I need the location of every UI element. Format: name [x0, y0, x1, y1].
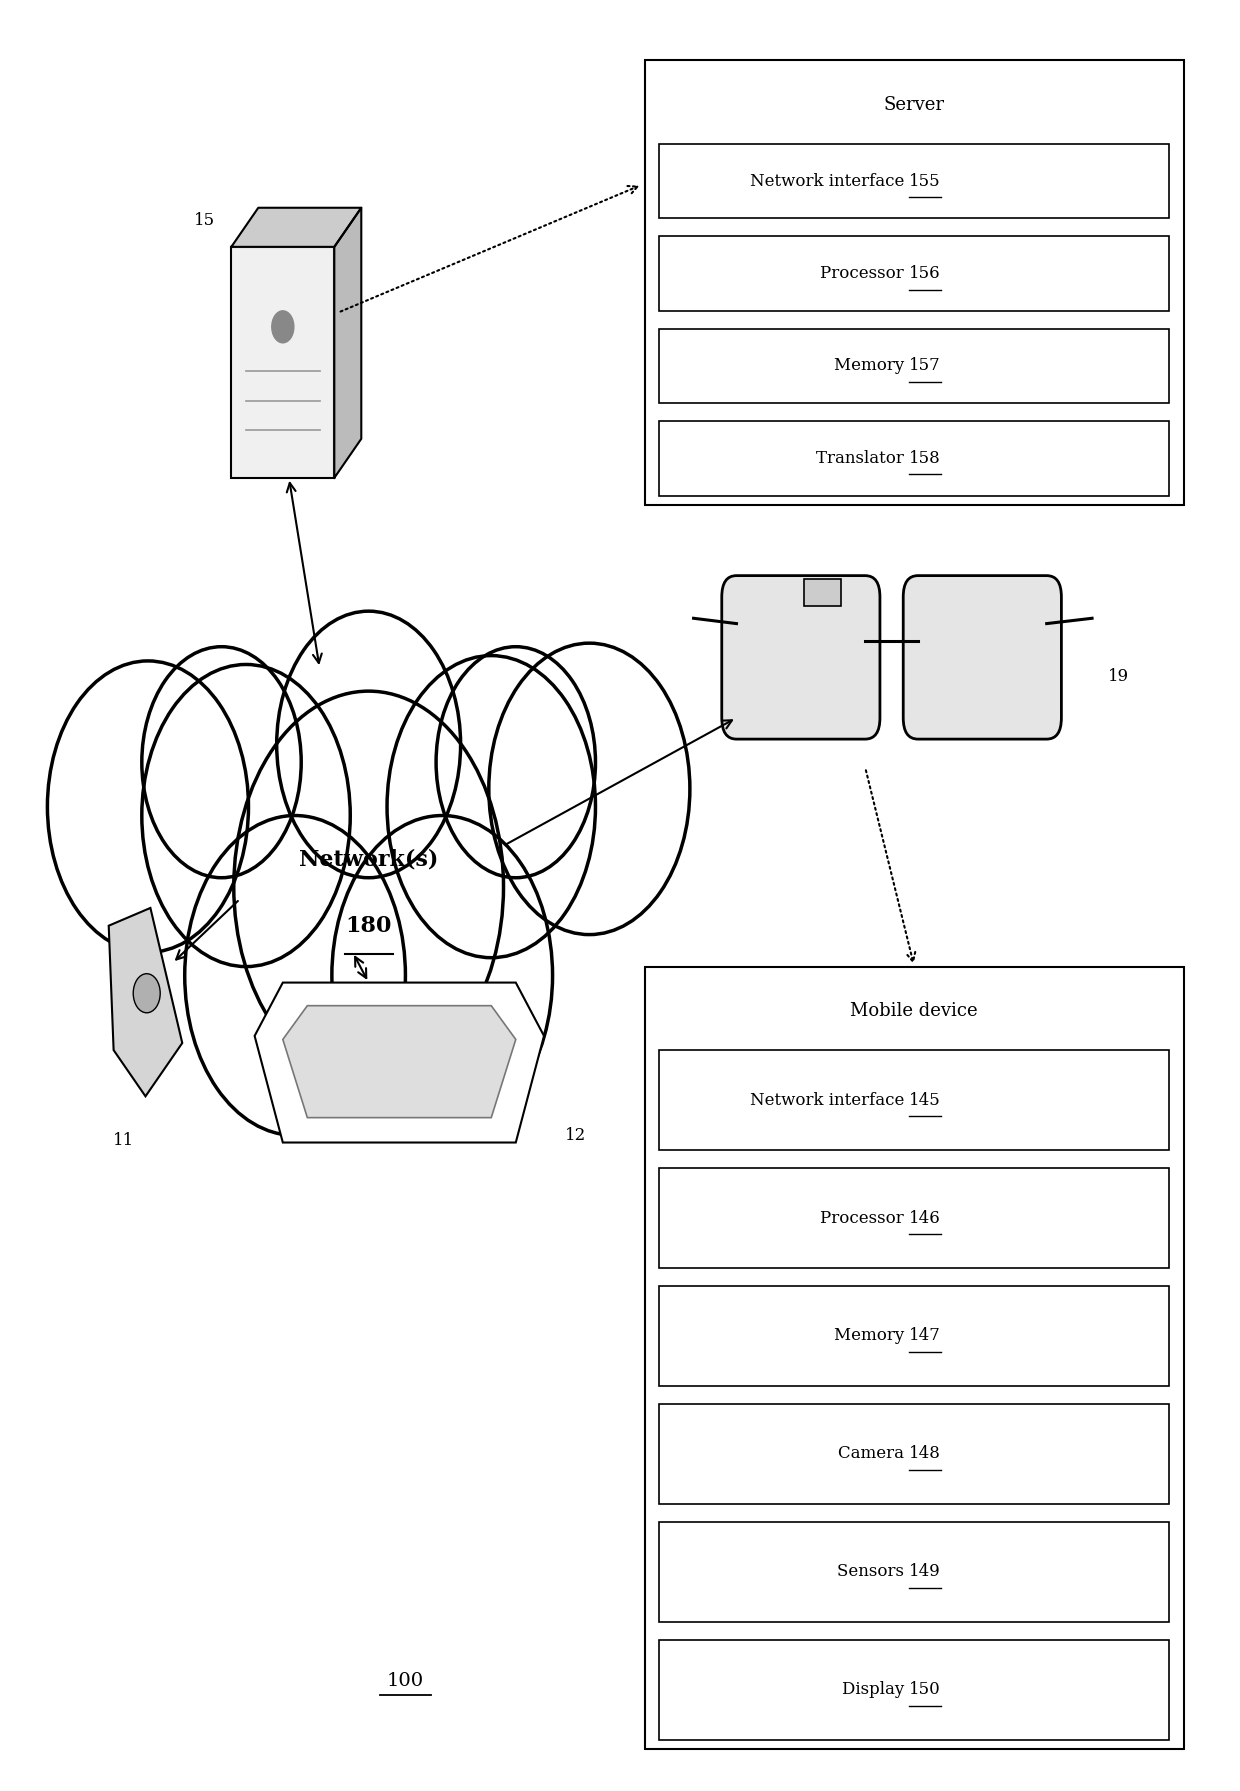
Text: 148: 148: [909, 1445, 941, 1461]
FancyBboxPatch shape: [660, 328, 1169, 403]
Circle shape: [436, 647, 595, 878]
FancyBboxPatch shape: [660, 1639, 1169, 1739]
Circle shape: [133, 974, 160, 1012]
Text: Server: Server: [884, 95, 945, 115]
Polygon shape: [254, 983, 544, 1143]
Text: Network interface: Network interface: [750, 172, 909, 190]
Polygon shape: [283, 1007, 516, 1118]
Circle shape: [185, 815, 405, 1135]
Text: 149: 149: [909, 1564, 941, 1580]
Text: Sensors: Sensors: [837, 1564, 909, 1580]
Text: Mobile device: Mobile device: [851, 1003, 978, 1021]
Text: 11: 11: [113, 1132, 134, 1148]
Text: 146: 146: [909, 1209, 941, 1227]
Text: Translator: Translator: [816, 450, 909, 467]
Circle shape: [141, 647, 301, 878]
Text: Network interface: Network interface: [750, 1093, 909, 1109]
Polygon shape: [232, 208, 361, 247]
Text: 100: 100: [387, 1673, 424, 1691]
FancyBboxPatch shape: [660, 1404, 1169, 1504]
FancyBboxPatch shape: [660, 1286, 1169, 1386]
Text: Network(s): Network(s): [299, 849, 438, 870]
FancyBboxPatch shape: [660, 236, 1169, 312]
Text: 157: 157: [909, 358, 941, 374]
FancyBboxPatch shape: [660, 421, 1169, 496]
Circle shape: [277, 611, 460, 878]
Polygon shape: [335, 208, 361, 478]
FancyBboxPatch shape: [660, 1168, 1169, 1268]
Text: Processor: Processor: [821, 265, 909, 281]
FancyBboxPatch shape: [722, 575, 880, 740]
FancyBboxPatch shape: [660, 143, 1169, 219]
FancyBboxPatch shape: [645, 61, 1184, 505]
Text: 155: 155: [909, 172, 941, 190]
Text: 150: 150: [909, 1682, 941, 1698]
Text: 158: 158: [909, 450, 941, 467]
Text: 180: 180: [346, 915, 392, 937]
Text: Display: Display: [842, 1682, 909, 1698]
FancyBboxPatch shape: [645, 967, 1184, 1748]
Text: 147: 147: [909, 1327, 941, 1345]
FancyBboxPatch shape: [232, 247, 335, 478]
Text: 145: 145: [909, 1093, 941, 1109]
Circle shape: [489, 643, 689, 935]
FancyBboxPatch shape: [660, 1050, 1169, 1150]
Circle shape: [272, 312, 294, 342]
Text: Memory: Memory: [833, 1327, 909, 1345]
Text: 156: 156: [909, 265, 941, 281]
Text: 15: 15: [195, 211, 216, 229]
Polygon shape: [109, 908, 182, 1096]
Text: Memory: Memory: [833, 358, 909, 374]
Circle shape: [141, 664, 350, 967]
FancyBboxPatch shape: [903, 575, 1061, 740]
Circle shape: [387, 656, 595, 958]
Circle shape: [332, 815, 553, 1135]
Text: Processor: Processor: [821, 1209, 909, 1227]
Bar: [804, 578, 841, 605]
Circle shape: [234, 691, 503, 1082]
Text: 12: 12: [565, 1127, 587, 1144]
Text: 19: 19: [1109, 668, 1130, 686]
Text: Camera: Camera: [838, 1445, 909, 1461]
Circle shape: [47, 661, 248, 953]
FancyBboxPatch shape: [660, 1522, 1169, 1621]
